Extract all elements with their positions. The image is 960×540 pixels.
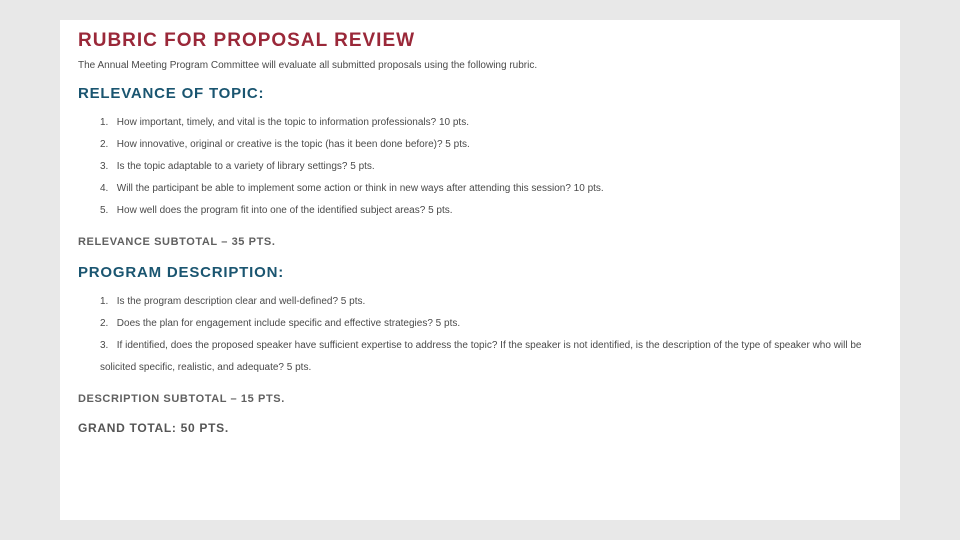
criteria-item: 1. How important, timely, and vital is t… [100, 112, 882, 134]
section-heading-relevance: RELEVANCE OF TOPIC: [78, 85, 882, 102]
relevance-subtotal: RELEVANCE SUBTOTAL – 35 PTS. [78, 236, 882, 248]
criteria-list-description: 1. Is the program description clear and … [78, 291, 882, 379]
criteria-text: How innovative, original or creative is … [117, 139, 470, 150]
criteria-item: 1. Is the program description clear and … [100, 291, 882, 313]
criteria-text: How important, timely, and vital is the … [117, 117, 469, 128]
document-container: RUBRIC FOR PROPOSAL REVIEW The Annual Me… [60, 20, 900, 520]
criteria-text: Is the program description clear and wel… [117, 296, 365, 307]
intro-text: The Annual Meeting Program Committee wil… [78, 60, 882, 71]
criteria-item: 2. Does the plan for engagement include … [100, 313, 882, 335]
criteria-item: 5. How well does the program fit into on… [100, 200, 882, 222]
description-subtotal: DESCRIPTION SUBTOTAL – 15 PTS. [78, 393, 882, 405]
criteria-text: Will the participant be able to implemen… [117, 183, 604, 194]
section-heading-description: PROGRAM DESCRIPTION: [78, 264, 882, 281]
page-title: RUBRIC FOR PROPOSAL REVIEW [78, 30, 882, 52]
criteria-item: 4. Will the participant be able to imple… [100, 178, 882, 200]
criteria-item: 3. If identified, does the proposed spea… [100, 335, 882, 379]
criteria-item: 2. How innovative, original or creative … [100, 134, 882, 156]
criteria-text: How well does the program fit into one o… [117, 205, 453, 216]
criteria-text: Does the plan for engagement include spe… [117, 318, 460, 329]
criteria-list-relevance: 1. How important, timely, and vital is t… [78, 112, 882, 222]
criteria-text: Is the topic adaptable to a variety of l… [117, 161, 375, 172]
criteria-text: If identified, does the proposed speaker… [100, 340, 861, 373]
grand-total: GRAND TOTAL: 50 PTS. [78, 421, 882, 435]
criteria-item: 3. Is the topic adaptable to a variety o… [100, 156, 882, 178]
